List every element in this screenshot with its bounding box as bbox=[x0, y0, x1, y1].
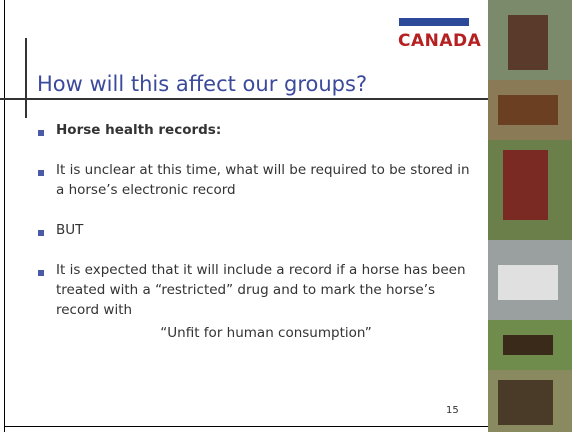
bullet-marker bbox=[38, 230, 44, 236]
bullet-text: Horse health records: bbox=[56, 122, 222, 138]
logo: CANADA bbox=[398, 31, 482, 51]
title-rule-v bbox=[25, 38, 27, 118]
bullet-marker bbox=[38, 270, 44, 276]
photo-detail bbox=[498, 265, 558, 300]
bullet-text: It is unclear at this time, what will be… bbox=[56, 162, 470, 198]
photo-detail bbox=[498, 380, 553, 425]
page-number: 15 bbox=[446, 405, 459, 416]
logo-banner bbox=[399, 18, 469, 26]
quote: “Unfit for human consumption” bbox=[160, 325, 372, 341]
photo-detail bbox=[508, 15, 548, 70]
slide-title: How will this affect our groups? bbox=[37, 72, 368, 96]
photo-strip bbox=[488, 0, 572, 432]
bullet-text: BUT bbox=[56, 222, 84, 238]
photo-detail bbox=[503, 150, 548, 220]
title-rule-h bbox=[0, 98, 488, 100]
bullet-text: It is expected that it will include a re… bbox=[56, 262, 466, 318]
photo-detail bbox=[503, 335, 553, 355]
bullet-marker bbox=[38, 130, 44, 136]
bullet-marker bbox=[38, 170, 44, 176]
photo-detail bbox=[498, 95, 558, 125]
frame-left bbox=[4, 0, 5, 432]
frame-bottom bbox=[4, 426, 488, 427]
